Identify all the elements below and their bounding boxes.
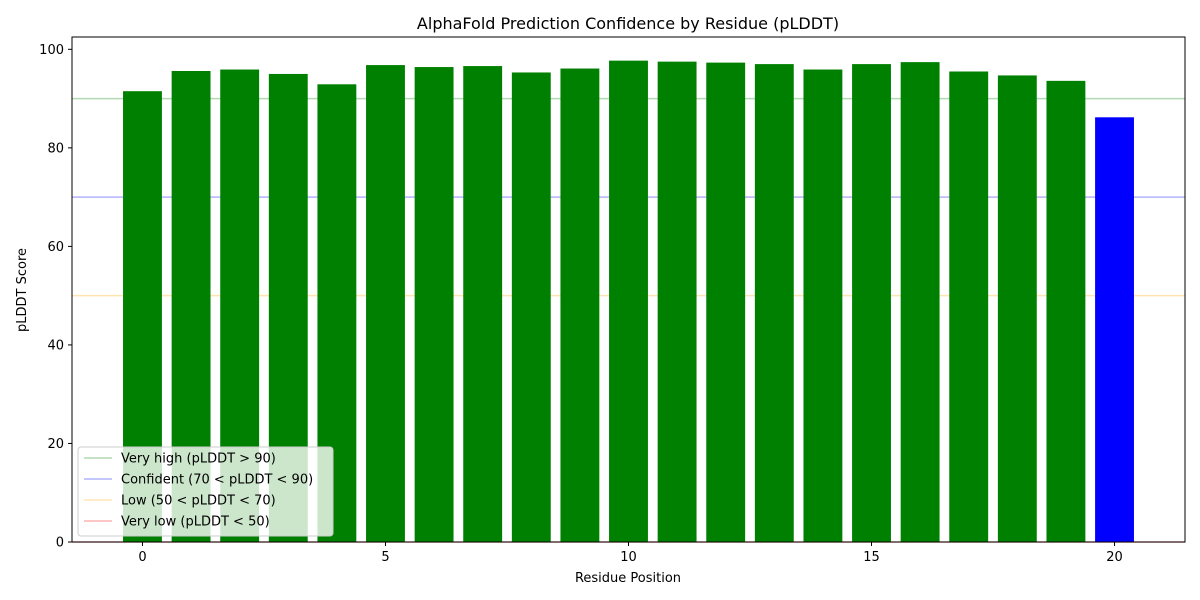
y-tick-label: 40: [47, 338, 64, 353]
bar-residue-13: [755, 64, 794, 542]
bar-residue-19: [1046, 81, 1085, 542]
y-tick-label: 20: [47, 437, 64, 452]
bar-residue-8: [512, 72, 551, 542]
legend-label-3: Very low (pLDDT < 50): [121, 515, 270, 530]
x-tick-label: 15: [863, 550, 880, 565]
bar-residue-6: [415, 67, 454, 542]
legend: Very high (pLDDT > 90) Confident (70 < pL…: [78, 447, 333, 536]
y-tick-label: 100: [39, 43, 64, 58]
x-ticks: 0 5 10 15 20: [138, 542, 1122, 565]
bar-residue-14: [803, 70, 842, 542]
y-tick-label: 0: [56, 536, 64, 551]
bar-residue-9: [560, 69, 599, 542]
bar-residue-7: [463, 66, 502, 542]
x-tick-label: 5: [381, 550, 389, 565]
bar-residue-17: [949, 71, 988, 542]
bar-residue-10: [609, 61, 648, 542]
bar-residue-11: [658, 62, 697, 542]
y-tick-label: 60: [47, 240, 64, 255]
x-tick-label: 0: [138, 550, 146, 565]
bar-residue-15: [852, 64, 891, 542]
legend-label-2: Low (50 < pLDDT < 70): [121, 494, 276, 509]
bar-residue-18: [998, 75, 1037, 542]
bar-residue-16: [901, 62, 940, 542]
x-axis-label: Residue Position: [575, 571, 681, 586]
legend-label-1: Confident (70 < pLDDT < 90): [121, 473, 313, 488]
bar-residue-5: [366, 65, 405, 542]
x-tick-label: 20: [1106, 550, 1123, 565]
y-ticks: 0 20 40 60 80 100: [39, 43, 72, 551]
bar-residue-20: [1095, 117, 1134, 542]
x-tick-label: 10: [620, 550, 637, 565]
y-axis-label: pLDDT Score: [15, 248, 30, 332]
chart-title: AlphaFold Prediction Confidence by Resid…: [417, 14, 839, 33]
y-tick-label: 80: [47, 141, 64, 156]
legend-label-0: Very high (pLDDT > 90): [121, 452, 276, 467]
bar-residue-12: [706, 63, 745, 542]
